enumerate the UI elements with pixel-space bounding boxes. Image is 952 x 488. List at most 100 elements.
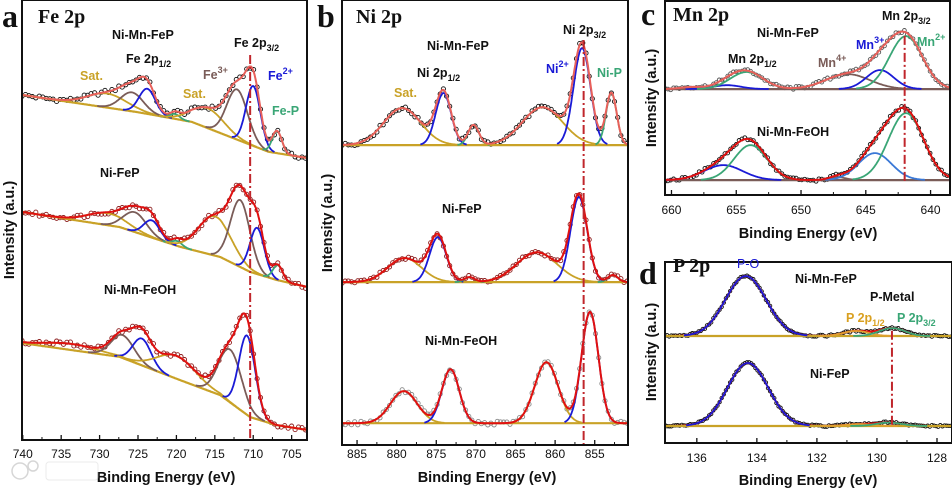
x-axis-label-a: Binding Energy (eV): [97, 470, 236, 486]
peak-label: Fe 2p1/2: [126, 52, 171, 69]
raw-data-point: [719, 154, 725, 160]
x-tick-label: 715: [205, 447, 225, 461]
fit-component: [556, 47, 608, 145]
species-label: Ni2+: [546, 59, 569, 76]
fit-component: [346, 107, 459, 146]
fit-component: [114, 337, 170, 377]
fit-component: [820, 423, 898, 427]
x-tick-label: 860: [545, 447, 565, 461]
spectrum-ni-fep: [22, 182, 307, 291]
plot-area: [665, 28, 950, 184]
raw-data-point: [608, 90, 614, 96]
raw-data-point: [665, 179, 668, 184]
panel-a-plot: 740 735 730 725 720 715 710 705: [13, 0, 308, 461]
raw-data-point: [383, 406, 389, 413]
x-tick-label: 136: [687, 451, 707, 465]
y-axis-label-a: Intensity (a.u.): [2, 181, 18, 279]
fit-envelope: [342, 41, 628, 146]
satellite-label: Sat.: [183, 87, 206, 101]
x-tick-label: 735: [51, 447, 71, 461]
satellite-label: Sat.: [394, 86, 417, 100]
plot-area: [665, 273, 952, 429]
species-label: P-O: [737, 257, 760, 271]
x-tick-label: 660: [661, 203, 681, 217]
raw-data-point: [523, 254, 529, 260]
raw-data-point: [513, 261, 519, 267]
sample-label: Ni-Mn-FeOH: [104, 283, 176, 297]
raw-data-point: [520, 118, 526, 124]
x-tick-label: 132: [807, 451, 827, 465]
x-tick-label: 875: [426, 447, 446, 461]
panel-d-title: P 2p: [673, 255, 710, 277]
panel-b-title: Ni 2p: [356, 6, 402, 28]
raw-data-point: [390, 397, 396, 403]
species-label: Mn4+: [818, 53, 846, 70]
x-tick-label: 740: [13, 447, 33, 461]
raw-data-point: [893, 108, 899, 114]
plot-frame: [341, 0, 629, 446]
peak-label: Ni 2p1/2: [417, 66, 460, 83]
panel-d-plot: 136 134 132 130 128: [664, 261, 952, 465]
panel-b-plot: 885 880 875 870 865 860 855: [341, 0, 629, 461]
raw-data-point: [405, 107, 412, 113]
sample-label: Ni-FeP: [100, 166, 140, 180]
fit-component: [412, 236, 464, 283]
fit-component: [852, 112, 950, 181]
raw-data-point: [716, 157, 722, 162]
spectrum-ni-fep: [665, 360, 952, 429]
plot-frame: [664, 0, 951, 196]
x-tick-label: 730: [90, 447, 110, 461]
fit-component: [195, 348, 266, 422]
spectrum-ni-mn-fep: [665, 28, 950, 93]
raw-data-point: [936, 79, 941, 85]
raw-data-point: [22, 338, 25, 344]
fit-component: [100, 211, 170, 244]
spectrum-ni-mn-feoh: [342, 309, 628, 428]
x-tick-label: 710: [243, 447, 263, 461]
raw-data-point: [386, 113, 393, 119]
x-tick-label: 725: [128, 447, 148, 461]
fit-envelope: [22, 312, 307, 431]
raw-data-point: [561, 111, 567, 117]
raw-data-point: [342, 422, 345, 428]
plot-area: [342, 40, 628, 428]
species-label: Mn3+: [856, 35, 884, 52]
x-tick-label: 128: [927, 451, 947, 465]
fit-component: [97, 91, 167, 118]
sample-label: Ni-FeP: [442, 202, 482, 216]
raw-data-point: [226, 87, 232, 93]
x-tick-label: 880: [387, 447, 407, 461]
peak-label: Ni 2p3/2: [563, 23, 606, 40]
spectrum-ni-mn-fep: [342, 40, 628, 148]
species-label: P-Metal: [870, 290, 914, 304]
fit-component: [853, 327, 931, 337]
x-tick-label: 855: [585, 447, 605, 461]
fit-envelope: [665, 106, 950, 181]
species-label: Fe3+: [203, 65, 228, 82]
y-axis-label-b: Intensity (a.u.): [320, 174, 336, 272]
x-tick-label: 720: [166, 447, 186, 461]
spectrum-ni-mn-fep: [22, 65, 307, 161]
sample-label: Ni-Mn-FeP: [795, 272, 857, 286]
peak-label: Mn 2p1/2: [728, 52, 777, 69]
x-tick-label: 705: [282, 447, 302, 461]
raw-data-point: [516, 122, 523, 128]
fit-component: [210, 199, 270, 278]
sample-label: Ni-Mn-FeP: [427, 39, 489, 53]
x-axis-label-b: Binding Energy (eV): [418, 470, 557, 486]
panel-letter-c: c: [641, 0, 655, 32]
plot-frame: [664, 261, 952, 444]
x-tick-label: 865: [505, 447, 525, 461]
fit-component: [205, 88, 269, 152]
x-axis-label-c: Binding Energy (eV): [739, 226, 878, 242]
fit-component: [231, 85, 275, 153]
x-tick-label: 645: [856, 203, 876, 217]
plot-frame: [21, 0, 308, 441]
panel-letter-d: d: [639, 255, 657, 291]
peak-label: P 2p3/2: [897, 311, 936, 328]
y-axis-label-c: Intensity (a.u.): [644, 49, 660, 147]
raw-data-point: [192, 229, 198, 235]
sample-label: Ni-Mn-FeP: [757, 26, 819, 40]
panel-a-title: Fe 2p: [38, 6, 85, 28]
